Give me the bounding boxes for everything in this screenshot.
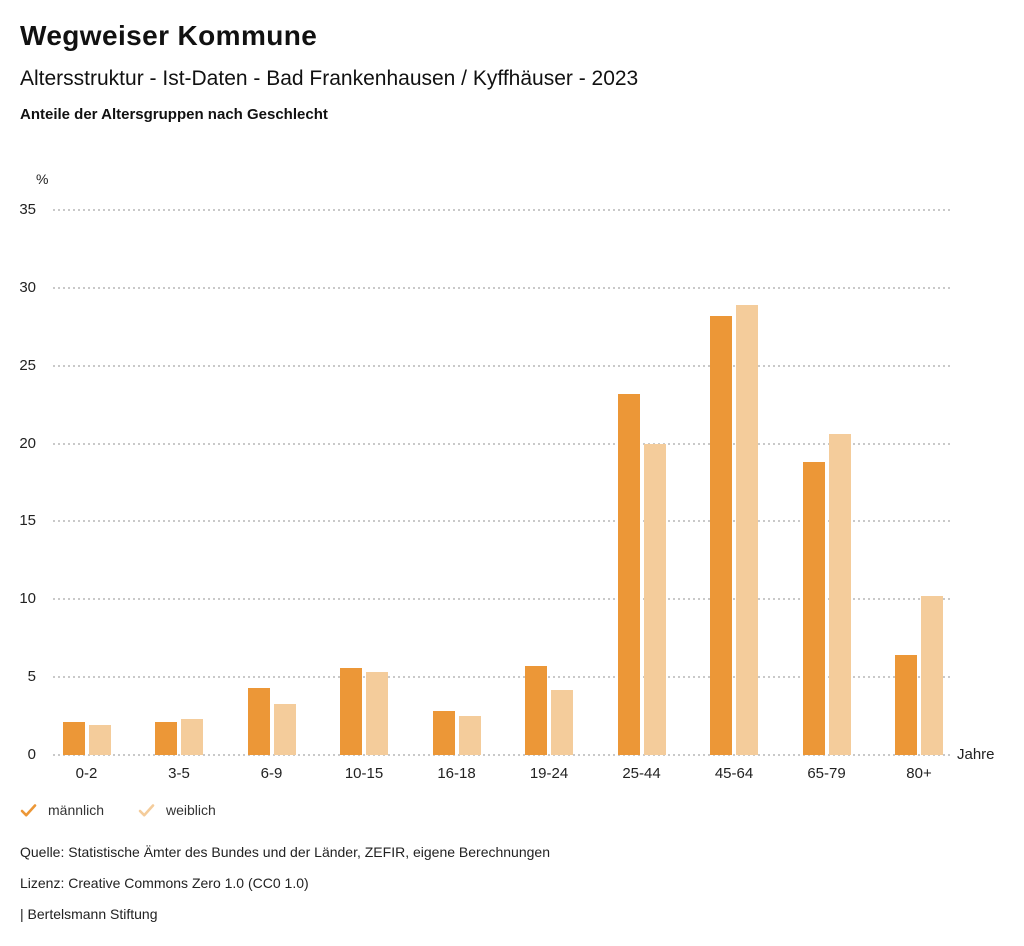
check-icon [138,803,155,816]
bar-männlich-80+[interactable] [895,655,917,755]
x-tick-label-25-44: 25-44 [622,765,661,782]
bar-männlich-10-15[interactable] [340,667,362,755]
gridline-30 [53,286,951,289]
x-tick-label-3-5: 3-5 [168,765,190,782]
source-text: Quelle: Statistische Ämter des Bundes un… [20,844,550,860]
gridline-35 [53,209,951,211]
bar-männlich-16-18[interactable] [432,711,455,755]
gridline-0 [53,754,951,756]
x-tick-label-80+: 80+ [906,765,932,782]
attribution-text: | Bertelsmann Stiftung [20,906,158,922]
chart-title: Altersstruktur - Ist-Daten - Bad Franken… [20,67,639,90]
chart-subtitle: Anteile der Altersgruppen nach Geschlech… [20,106,328,123]
bar-weiblich-16-18[interactable] [458,716,481,755]
page-title: Wegweiser Kommune [20,20,318,51]
gridline-25 [53,364,951,367]
bar-männlich-0-2[interactable] [62,722,85,755]
legend-item-maennlich[interactable]: männlich [20,802,104,818]
license-text: Lizenz: Creative Commons Zero 1.0 (CC0 1… [20,875,309,891]
y-tick-label-0: 0 [27,746,36,763]
bar-männlich-19-24[interactable] [525,666,547,755]
x-tick-label-65-79: 65-79 [807,765,846,782]
x-axis-unit-label: Jahre [957,746,995,763]
bar-weiblich-10-15[interactable] [366,672,388,755]
x-tick-label-0-2: 0-2 [75,765,98,782]
gridline-10 [53,598,951,601]
x-tick-label-6-9: 6-9 [260,765,283,782]
bar-männlich-45-64[interactable] [710,315,732,755]
bar-weiblich-25-44[interactable] [643,443,666,755]
y-tick-label-25: 25 [19,356,36,374]
bar-weiblich-3-5[interactable] [181,719,203,755]
bar-weiblich-19-24[interactable] [551,689,573,755]
x-tick-label-19-24: 19-24 [529,765,569,782]
y-tick-label-10: 10 [19,590,36,608]
gridline-15 [53,520,951,523]
bar-männlich-6-9[interactable] [247,688,270,755]
bar-weiblich-0-2[interactable] [88,725,111,755]
legend-label-weiblich: weiblich [166,802,216,818]
x-tick-label-10-15: 10-15 [344,765,384,782]
bar-männlich-25-44[interactable] [617,393,640,755]
y-tick-label-15: 15 [19,512,36,530]
gridline-5 [53,676,951,679]
x-tick-label-16-18: 16-18 [437,765,476,782]
y-tick-label-35: 35 [19,201,36,218]
y-tick-label-5: 5 [27,668,36,686]
legend-label-maennlich: männlich [48,802,105,818]
plot-area [53,209,951,756]
check-icon [20,803,37,816]
y-tick-label-30: 30 [19,278,36,296]
legend-item-weiblich[interactable]: weiblich [138,802,216,818]
y-axis-unit-label: % [36,171,49,187]
x-tick-label-45-64: 45-64 [714,765,754,782]
y-tick-label-20: 20 [19,434,36,452]
bar-weiblich-65-79[interactable] [828,434,851,755]
bar-weiblich-80+[interactable] [921,596,943,755]
bar-männlich-3-5[interactable] [155,722,177,755]
gridline-20 [53,442,951,445]
bar-weiblich-6-9[interactable] [273,703,296,755]
bar-weiblich-45-64[interactable] [736,305,758,755]
bar-männlich-65-79[interactable] [802,462,825,755]
